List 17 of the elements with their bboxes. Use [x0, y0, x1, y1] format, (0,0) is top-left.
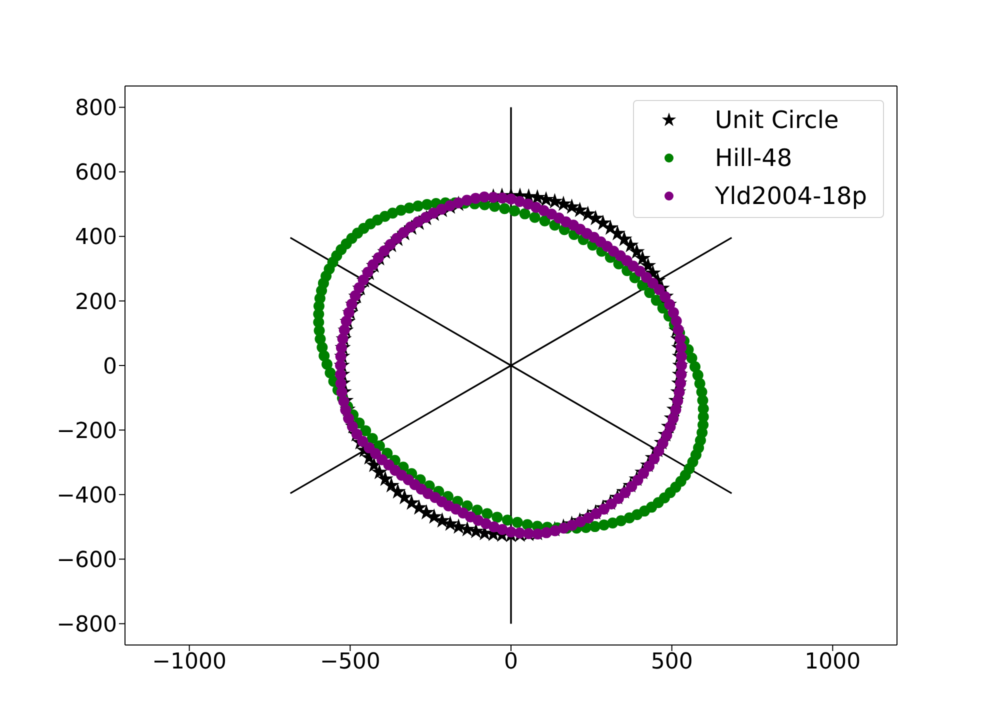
y-tick-label: 600 — [75, 160, 117, 186]
y-tick-label: −200 — [56, 418, 117, 444]
x-tick-label: −1000 — [152, 650, 227, 675]
legend-label: Unit Circle — [714, 106, 839, 134]
y-tick-label: 400 — [75, 225, 117, 250]
y-tick-label: 0 — [103, 354, 117, 380]
y-tick-label: −600 — [56, 548, 117, 573]
x-tick-label: 0 — [504, 650, 518, 675]
y-tick-label: −400 — [56, 483, 117, 508]
y-tick-label: −800 — [56, 612, 117, 638]
x-tick-label: 1000 — [804, 650, 861, 675]
legend-label: Hill-48 — [714, 144, 792, 172]
x-tick-label: −500 — [320, 650, 380, 675]
legend-label: Yld2004-18p — [714, 182, 867, 210]
y-tick-label: 800 — [75, 96, 117, 122]
x-tick-label: 500 — [650, 650, 693, 675]
y-tick-label: 200 — [75, 290, 117, 315]
